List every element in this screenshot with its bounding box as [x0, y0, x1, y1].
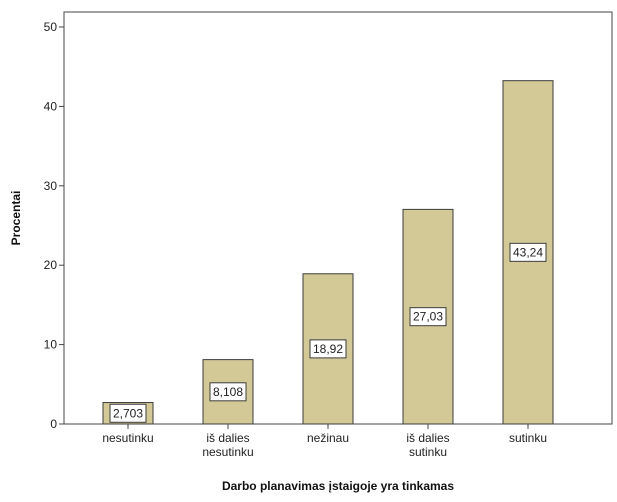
data-label: 8,108 [213, 385, 243, 399]
data-label: 27,03 [413, 310, 443, 324]
data-label-box [409, 307, 447, 327]
y-tick-label: 10 [44, 338, 58, 352]
x-tick-label: nežinau [307, 431, 349, 445]
x-tick-label: iš dalies nesutinku [202, 431, 253, 459]
data-label: 2,703 [113, 406, 143, 420]
data-label-box [509, 242, 547, 262]
data-label: 43,24 [513, 245, 543, 259]
x-axis-title: Darbo planavimas įstaigoje yra tinkamas [222, 479, 454, 493]
x-tick-label: iš dalies sutinku [406, 431, 449, 459]
data-label: 18,92 [313, 342, 343, 356]
data-label-box [109, 403, 147, 423]
x-axis: nesutinku iš dalies nesutinku nežinau iš dal… [102, 424, 547, 459]
y-axis: 0 10 20 30 40 50 [44, 20, 64, 431]
x-tick-label: sutinku [509, 431, 547, 445]
y-tick-label: 20 [44, 258, 58, 272]
x-tick-label: nesutinku [102, 431, 153, 445]
y-tick-label: 30 [44, 179, 58, 193]
y-axis-title: Procentai [9, 191, 23, 246]
y-tick-label: 40 [44, 99, 58, 113]
data-label-box [309, 339, 347, 359]
y-tick-label: 50 [44, 20, 58, 34]
y-tick-label: 0 [50, 417, 57, 431]
data-label-box [209, 382, 247, 402]
bar-series: 2,703 8,108 18,92 27,03 43,24 [102, 80, 554, 425]
